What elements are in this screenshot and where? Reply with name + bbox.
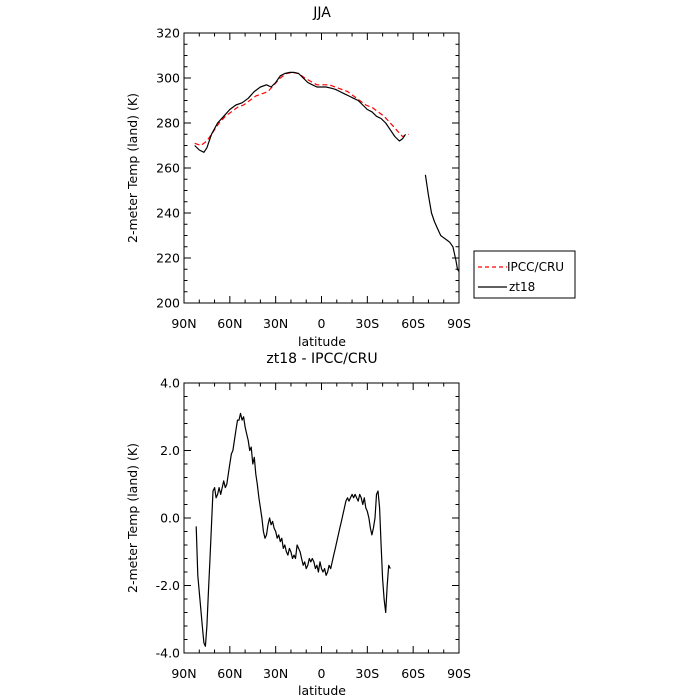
top-x-axis-label: latitude bbox=[298, 334, 346, 349]
bottom-x-tick-label: 30S bbox=[355, 666, 379, 681]
top-panel: JJA 200 220 240 260 280 300 320 90N 60N … bbox=[125, 5, 471, 349]
legend-box bbox=[473, 250, 576, 299]
bottom-y-tick-labels: -4.0 -2.0 0.0 2.0 4.0 bbox=[156, 376, 180, 661]
top-y-tick-label: 200 bbox=[156, 296, 180, 311]
bottom-y-tick-label: 2.0 bbox=[160, 443, 180, 458]
top-axis-ticks bbox=[183, 32, 460, 304]
bottom-y-tick-label: 4.0 bbox=[160, 376, 180, 391]
top-y-tick-label: 220 bbox=[156, 251, 180, 266]
bottom-y-tick-label: -2.0 bbox=[156, 578, 180, 593]
series-line-zt18 bbox=[195, 412, 391, 647]
legend-label-zt18: zt18 bbox=[509, 280, 535, 294]
bottom-plot-frame bbox=[183, 382, 460, 654]
top-x-tick-labels: 90N 60N 30N 0 30S 60S 90S bbox=[171, 316, 471, 331]
series-line-zt18 bbox=[194, 71, 406, 153]
top-plot-frame bbox=[183, 32, 460, 304]
bottom-x-tick-label: 60S bbox=[401, 666, 425, 681]
bottom-x-tick-label: 0 bbox=[318, 666, 326, 681]
top-y-tick-label: 320 bbox=[156, 26, 180, 41]
bottom-x-tick-labels: 90N 60N 30N 0 30S 60S 90S bbox=[171, 666, 471, 681]
legend-label-ipcc-cru: IPCC/CRU bbox=[507, 260, 564, 274]
bottom-x-tick-label: 90N bbox=[171, 666, 196, 681]
top-y-tick-label: 280 bbox=[156, 116, 180, 131]
top-x-tick-label: 30N bbox=[263, 316, 288, 331]
bottom-x-tick-label: 30N bbox=[263, 666, 288, 681]
top-chart-title: JJA bbox=[312, 5, 331, 21]
bottom-y-axis-label: 2-meter Temp (land) (K) bbox=[125, 443, 140, 593]
bottom-chart-title: zt18 - IPCC/CRU bbox=[266, 351, 377, 367]
bottom-x-axis-label: latitude bbox=[298, 683, 346, 698]
top-y-tick-label: 260 bbox=[156, 161, 180, 176]
bottom-panel: zt18 - IPCC/CRU -4.0 -2.0 0.0 2.0 4.0 90… bbox=[125, 351, 471, 698]
top-x-tick-label: 90N bbox=[171, 316, 196, 331]
top-x-tick-label: 60S bbox=[401, 316, 425, 331]
legend: IPCC/CRU zt18 bbox=[473, 250, 576, 299]
top-x-tick-label: 30S bbox=[355, 316, 379, 331]
top-y-tick-labels: 200 220 240 260 280 300 320 bbox=[156, 26, 180, 311]
top-x-tick-label: 0 bbox=[318, 316, 326, 331]
bottom-x-tick-label: 90S bbox=[447, 666, 471, 681]
top-series-lines bbox=[194, 71, 460, 272]
top-x-tick-label: 60N bbox=[217, 316, 242, 331]
series-line-ipcc-cru bbox=[194, 71, 409, 147]
bottom-y-tick-label: 0.0 bbox=[160, 511, 180, 526]
top-x-tick-label: 90S bbox=[447, 316, 471, 331]
series-line-zt18 bbox=[424, 174, 460, 272]
bottom-axis-ticks bbox=[183, 382, 460, 654]
top-y-tick-label: 240 bbox=[156, 206, 180, 221]
bottom-series-lines bbox=[195, 412, 391, 647]
top-y-tick-label: 300 bbox=[156, 71, 180, 86]
bottom-y-tick-label: -4.0 bbox=[156, 646, 180, 661]
bottom-x-tick-label: 60N bbox=[217, 666, 242, 681]
top-y-axis-label: 2-meter Temp (land) (K) bbox=[125, 93, 140, 243]
